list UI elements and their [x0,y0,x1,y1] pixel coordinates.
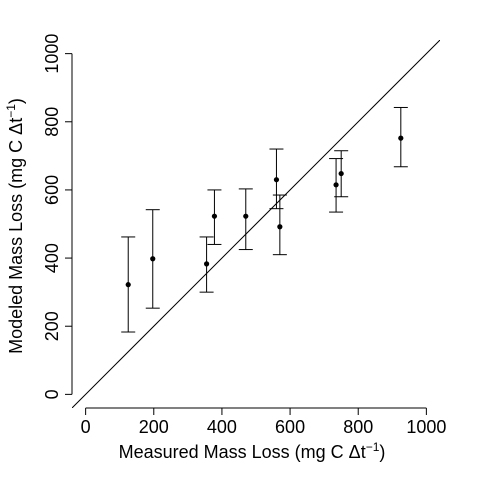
y-tick-label: 800 [42,107,62,137]
y-tick-label: 400 [42,243,62,273]
data-point-group [334,150,349,198]
data-point [273,177,280,183]
data-point [333,182,339,188]
data-point [243,213,249,219]
data-point [338,170,344,177]
data-point-group [269,148,284,210]
data-point-group [121,236,136,333]
data-point-group [272,194,287,256]
x-tick-label: 1000 [406,417,446,437]
x-tick-label: 200 [139,417,169,437]
x-axis-title: Measured Mass Loss (mg C Δt−1) [119,440,386,462]
x-tick-label: 400 [207,417,237,437]
one-to-one-line [72,40,440,408]
y-tick-label: 600 [42,175,62,205]
data-point-group [145,209,160,309]
x-tick-label: 600 [275,417,305,437]
data-point [150,256,156,262]
x-tick-label: 0 [81,417,91,437]
y-tick-label: 200 [42,311,62,341]
plot-area [72,40,440,408]
x-tick-label: 800 [343,417,373,437]
data-point-group [329,158,344,213]
y-tick-label: 0 [42,389,62,399]
y-tick-label: 1000 [42,34,62,74]
data-point [277,224,283,230]
data-point [398,135,404,141]
data-point-group [199,236,214,293]
data-point-group [207,189,222,245]
data-point [211,213,218,219]
data-point-group [238,188,253,251]
axes: 0 200 400 600 800 1000 0 200 400 600 800 1000 [42,34,446,437]
y-axis-title: Modeled Mass Loss (mg C Δt−1) [4,98,26,354]
data-point-group [393,106,408,168]
data-point [203,261,210,267]
data-point [125,282,131,288]
